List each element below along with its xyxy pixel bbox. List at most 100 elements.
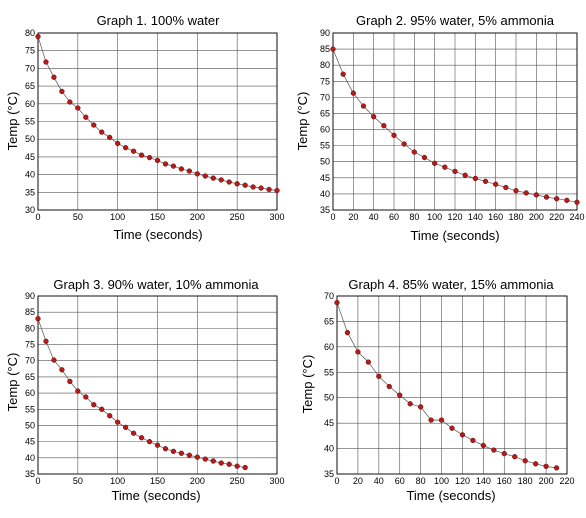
- x-tick-label: 250: [230, 476, 245, 486]
- x-axis-label: Time (seconds): [410, 228, 499, 243]
- y-tick-label: 35: [320, 205, 330, 215]
- data-point: [442, 164, 448, 170]
- y-tick-label: 85: [25, 307, 35, 317]
- data-point: [491, 447, 497, 453]
- y-tick-label: 85: [320, 44, 330, 54]
- chart-graph-1: Graph 1. 100% water Time (seconds) Temp …: [5, 13, 285, 242]
- data-point: [360, 103, 367, 109]
- series-line: [336, 302, 557, 469]
- data-point: [472, 175, 478, 182]
- x-tick-label: 0: [35, 476, 40, 486]
- y-tick-label: 65: [320, 108, 330, 118]
- x-tick-label: 100: [434, 476, 449, 486]
- data-point: [266, 186, 272, 193]
- x-tick-label: 80: [416, 476, 426, 486]
- data-point: [122, 424, 129, 431]
- chart-graph-3: Graph 3. 90% water, 10% ammonia Time (se…: [5, 277, 285, 503]
- data-point: [170, 163, 177, 169]
- y-tick-label: 55: [320, 141, 330, 151]
- data-point: [162, 161, 169, 167]
- data-point: [417, 404, 424, 410]
- x-tick-label: 240: [569, 212, 584, 222]
- data-point: [210, 458, 216, 464]
- y-tick-label: 55: [25, 117, 35, 127]
- data-point: [482, 178, 489, 185]
- data-point: [122, 145, 129, 151]
- data-point: [234, 181, 240, 187]
- x-tick-label: 40: [369, 212, 379, 222]
- data-point: [397, 392, 403, 398]
- data-point: [202, 456, 208, 462]
- data-point: [75, 388, 81, 394]
- x-tick-label: 150: [150, 476, 165, 486]
- data-point: [35, 316, 41, 322]
- data-point: [513, 188, 519, 194]
- data-point: [523, 190, 529, 196]
- data-point: [350, 90, 356, 96]
- x-tick-label: 180: [518, 476, 533, 486]
- chart-title: Graph 1. 100% water: [97, 13, 221, 28]
- data-point: [512, 454, 518, 460]
- plot-frame: [332, 32, 578, 211]
- y-tick-label: 75: [25, 340, 35, 350]
- data-point: [553, 465, 560, 471]
- y-tick-label: 30: [25, 205, 35, 215]
- y-tick-label: 35: [25, 187, 35, 197]
- x-tick-label: 200: [190, 212, 205, 222]
- data-point: [51, 357, 57, 363]
- y-tick-label: 60: [25, 99, 35, 109]
- data-point: [146, 438, 153, 445]
- data-point: [202, 173, 208, 179]
- x-tick-label: 300: [269, 476, 284, 486]
- data-point: [218, 177, 224, 183]
- data-point: [226, 179, 232, 185]
- x-axis-label: Time (seconds): [113, 227, 202, 242]
- y-axis-label: Temp (°C): [5, 92, 20, 151]
- data-point: [522, 458, 528, 464]
- y-tick-label: 60: [324, 342, 334, 352]
- x-tick-label: 300: [269, 212, 284, 222]
- x-tick-label: 140: [468, 212, 483, 222]
- chart-graph-4: Graph 4. 85% water, 15% ammonia Time (se…: [300, 277, 575, 503]
- data-point: [83, 394, 89, 400]
- x-tick-label: 180: [508, 212, 523, 222]
- y-tick-label: 35: [25, 469, 35, 479]
- x-tick-label: 50: [73, 476, 83, 486]
- data-point: [503, 184, 509, 191]
- grid: [37, 32, 278, 211]
- y-tick-label: 70: [25, 356, 35, 366]
- data-point: [340, 71, 346, 77]
- x-axis-label: Time (seconds): [406, 488, 495, 503]
- y-axis-label: Temp (°C): [295, 92, 310, 151]
- data-point: [226, 461, 232, 467]
- x-tick-label: 20: [353, 476, 363, 486]
- chart-graph-2: Graph 2. 95% water, 5% ammonia Time (sec…: [295, 13, 585, 243]
- y-tick-label: 65: [25, 81, 35, 91]
- data-point: [401, 141, 407, 147]
- x-tick-label: 100: [110, 212, 125, 222]
- data-point: [59, 367, 65, 373]
- data-point: [170, 448, 177, 454]
- y-axis-label: Temp (°C): [5, 353, 20, 412]
- data-point: [75, 105, 81, 111]
- data-point: [543, 463, 549, 470]
- y-tick-label: 50: [320, 157, 330, 167]
- y-tick-label: 65: [324, 316, 334, 326]
- data-point: [564, 197, 570, 203]
- x-axis-label: Time (seconds): [111, 488, 200, 503]
- data-point: [130, 148, 137, 154]
- data-point: [91, 402, 97, 408]
- data-point: [533, 192, 539, 198]
- data-point: [83, 114, 89, 120]
- x-tick-label: 220: [549, 212, 564, 222]
- data-point: [194, 454, 200, 460]
- data-point: [242, 182, 248, 188]
- y-tick-label: 35: [324, 469, 334, 479]
- x-tick-label: 20: [348, 212, 358, 222]
- data-point: [386, 383, 392, 390]
- data-point: [115, 140, 121, 147]
- data-point: [532, 461, 539, 467]
- data-point: [480, 442, 487, 449]
- data-point: [154, 157, 161, 164]
